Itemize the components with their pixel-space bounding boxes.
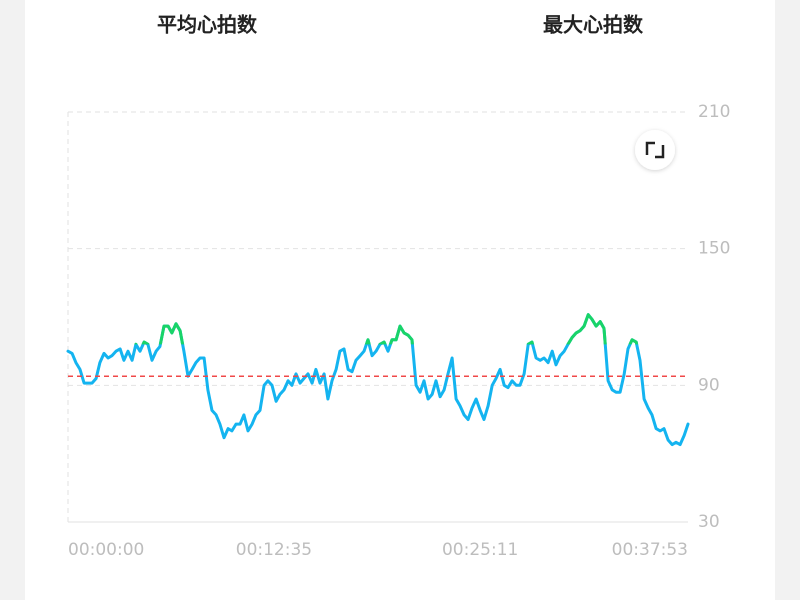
expand-button-bg — [635, 130, 675, 170]
card — [25, 0, 775, 600]
expand-icon — [645, 141, 665, 159]
heart-rate-high-zone — [134, 313, 639, 345]
x-tick-label: 00:12:35 — [236, 540, 312, 560]
x-tick-label: 00:37:53 — [612, 540, 688, 560]
y-tick-label: 30 — [698, 512, 720, 532]
x-tick-label: 00:00:00 — [68, 540, 144, 560]
tab[interactable]: 平均心拍数 — [157, 13, 258, 37]
y-tick-label: 210 — [698, 102, 730, 122]
expand-button[interactable] — [635, 130, 675, 170]
y-tick-label: 90 — [698, 375, 720, 395]
y-tick-label: 150 — [698, 239, 730, 259]
x-tick-label: 00:25:11 — [442, 540, 518, 560]
tab[interactable]: 最大心拍数 — [543, 13, 644, 37]
